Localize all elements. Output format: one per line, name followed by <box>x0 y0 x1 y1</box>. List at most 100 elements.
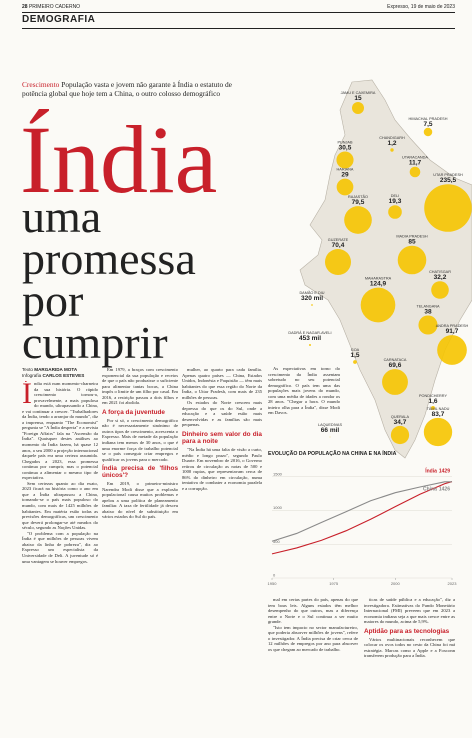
designer: CARLOS ESTEVES <box>42 373 85 378</box>
population-bubble <box>308 343 312 347</box>
state-value: 320 mil <box>301 295 323 302</box>
state-name: ANDRA PRADESH <box>436 324 469 328</box>
series-label: Índia 1429 <box>425 467 450 475</box>
state-name: HIMACHAL PRADESH <box>409 117 448 121</box>
paragraph: Por si só, o crescimento demográfico não… <box>102 417 178 462</box>
population-bubble <box>437 335 467 365</box>
state-name: UTARACANDA <box>402 156 428 160</box>
population-bubble <box>390 148 394 152</box>
y-tick-label: 0 <box>273 573 276 578</box>
text-column: As expectativas em torno do crescimento … <box>268 366 340 450</box>
kicker: Crescimento <box>22 80 60 89</box>
state-name: DADRÁ E NAGAR-AVELI <box>288 331 331 335</box>
headline-word: Índia <box>20 106 218 213</box>
state-name: QUERALA <box>391 415 410 419</box>
headline-line: cumprir <box>22 317 168 368</box>
population-bubble <box>344 206 372 234</box>
subheading: Dinheiro sem valor do dia para a noite <box>182 431 262 446</box>
india-outline <box>299 79 472 459</box>
state-name: DELI <box>391 194 399 198</box>
state-value: 38 <box>424 308 432 315</box>
population-bubble <box>336 151 354 169</box>
paragraph: Em 1979, a braços com crescimento expone… <box>102 367 178 406</box>
end-value: 1429 <box>439 469 450 475</box>
paragraph: Em 2019, o primeiro-ministro Narendra Mo… <box>102 481 178 520</box>
state-name: TÂMIL NADU <box>427 406 450 411</box>
subheading: Índia precisa de 'filhos únicos'? <box>102 465 178 480</box>
state-value: 7,5 <box>423 121 432 128</box>
state-name: UTAR PRADESH <box>433 173 463 177</box>
paragraph: Índia está num momento-charneira da sua … <box>22 381 98 481</box>
paragraph: "Isto tem impacto no sector manufacturei… <box>268 624 358 652</box>
rule <box>22 28 455 29</box>
population-bubble <box>431 281 449 299</box>
population-bubble <box>388 205 402 219</box>
state-value: 83,7 <box>432 411 445 418</box>
series-label: China 1426 <box>423 487 450 493</box>
x-tick-label: 2023 <box>448 581 458 586</box>
state-name: PONDICHERRY <box>419 394 447 398</box>
state-value: 66 mil <box>321 427 340 434</box>
y-tick-label: 1500 <box>273 471 283 476</box>
state-name: CHATISGAR <box>429 270 451 274</box>
headline-line: promessa <box>22 233 196 284</box>
population-bubble <box>351 101 365 115</box>
subheading: Aptidão para as tecnologias <box>364 627 450 635</box>
paragraph: mal em certas partes do país, apenas do … <box>268 597 358 625</box>
rule <box>22 12 455 13</box>
state-value: 30,5 <box>339 144 352 151</box>
text-column: Índia está num momento-charneira da sua … <box>22 381 98 736</box>
state-name: MAHARASTRA <box>365 277 392 281</box>
state-value: 11,7 <box>409 160 422 167</box>
population-bubble <box>431 406 435 410</box>
x-tick-label: 1950 <box>268 581 278 586</box>
state-name: GUZERATE <box>328 238 349 242</box>
label: Texto <box>22 367 33 372</box>
state-name: MADIA PRADESH <box>396 235 427 239</box>
state-name: HARIANA <box>337 168 354 172</box>
state-name: TELANGANA <box>417 304 440 308</box>
state-value: 69,6 <box>389 362 402 369</box>
page-number: 28 <box>22 4 28 10</box>
rubric: DEMOGRAFIA <box>22 14 96 25</box>
population-bubble <box>382 369 408 395</box>
text-column: Em 1979, a braços com crescimento expone… <box>102 367 178 736</box>
state-value: 34,7 <box>394 419 407 426</box>
date: Expresso, 19 de maio de 2023 <box>387 4 455 10</box>
headline-line: uma <box>22 191 102 242</box>
paragraph: Sem certezas quanto ao dia exato, 2023 f… <box>22 480 98 531</box>
chart-title: EVOLUÇÃO DA POPULAÇÃO NA CHINA E NA ÍNDI… <box>268 449 397 457</box>
state-value: 19,3 <box>389 198 402 205</box>
text-column: ticas de saúde pública e a educação", di… <box>364 597 455 736</box>
state-value: 32,2 <box>434 274 447 281</box>
intro-text: População vasta e jovem não garante à Ín… <box>22 80 232 98</box>
paragraph: ticas de saúde pública e a educação", di… <box>364 597 455 625</box>
legend-name: China <box>423 487 437 493</box>
paragraph: mulher, ao quarto para cada família. Ape… <box>182 367 262 400</box>
population-bubble <box>423 417 453 447</box>
state-value: 1,6 <box>428 398 437 405</box>
population-bubble <box>424 184 472 232</box>
author: MARGARIDA MOTA <box>34 367 78 372</box>
headline-line: por <box>22 275 84 326</box>
text-column: mal em certas partes do país, apenas do … <box>268 597 358 736</box>
end-value: 1426 <box>439 487 450 493</box>
state-value: 1,5 <box>350 352 359 359</box>
population-bubble <box>311 304 313 306</box>
paragraph: Os estados do Norte crescem mais depress… <box>182 400 262 428</box>
population-bubble <box>324 248 352 276</box>
section-name: PRIMEIRO CADERNO <box>28 4 81 10</box>
population-bubble <box>353 360 357 364</box>
state-value: 453 mil <box>299 335 321 342</box>
population-bubble <box>397 245 427 275</box>
population-bubble <box>423 127 433 137</box>
state-name: RAJASTÃO <box>348 194 368 199</box>
population-bubble <box>360 287 396 323</box>
state-value: 91,7 <box>446 328 459 335</box>
legend-name: Índia <box>425 467 437 475</box>
population-bubble <box>390 425 410 445</box>
x-tick-label: 2000 <box>391 581 401 586</box>
paragraph: As expectativas em torno do crescimento … <box>268 366 340 416</box>
